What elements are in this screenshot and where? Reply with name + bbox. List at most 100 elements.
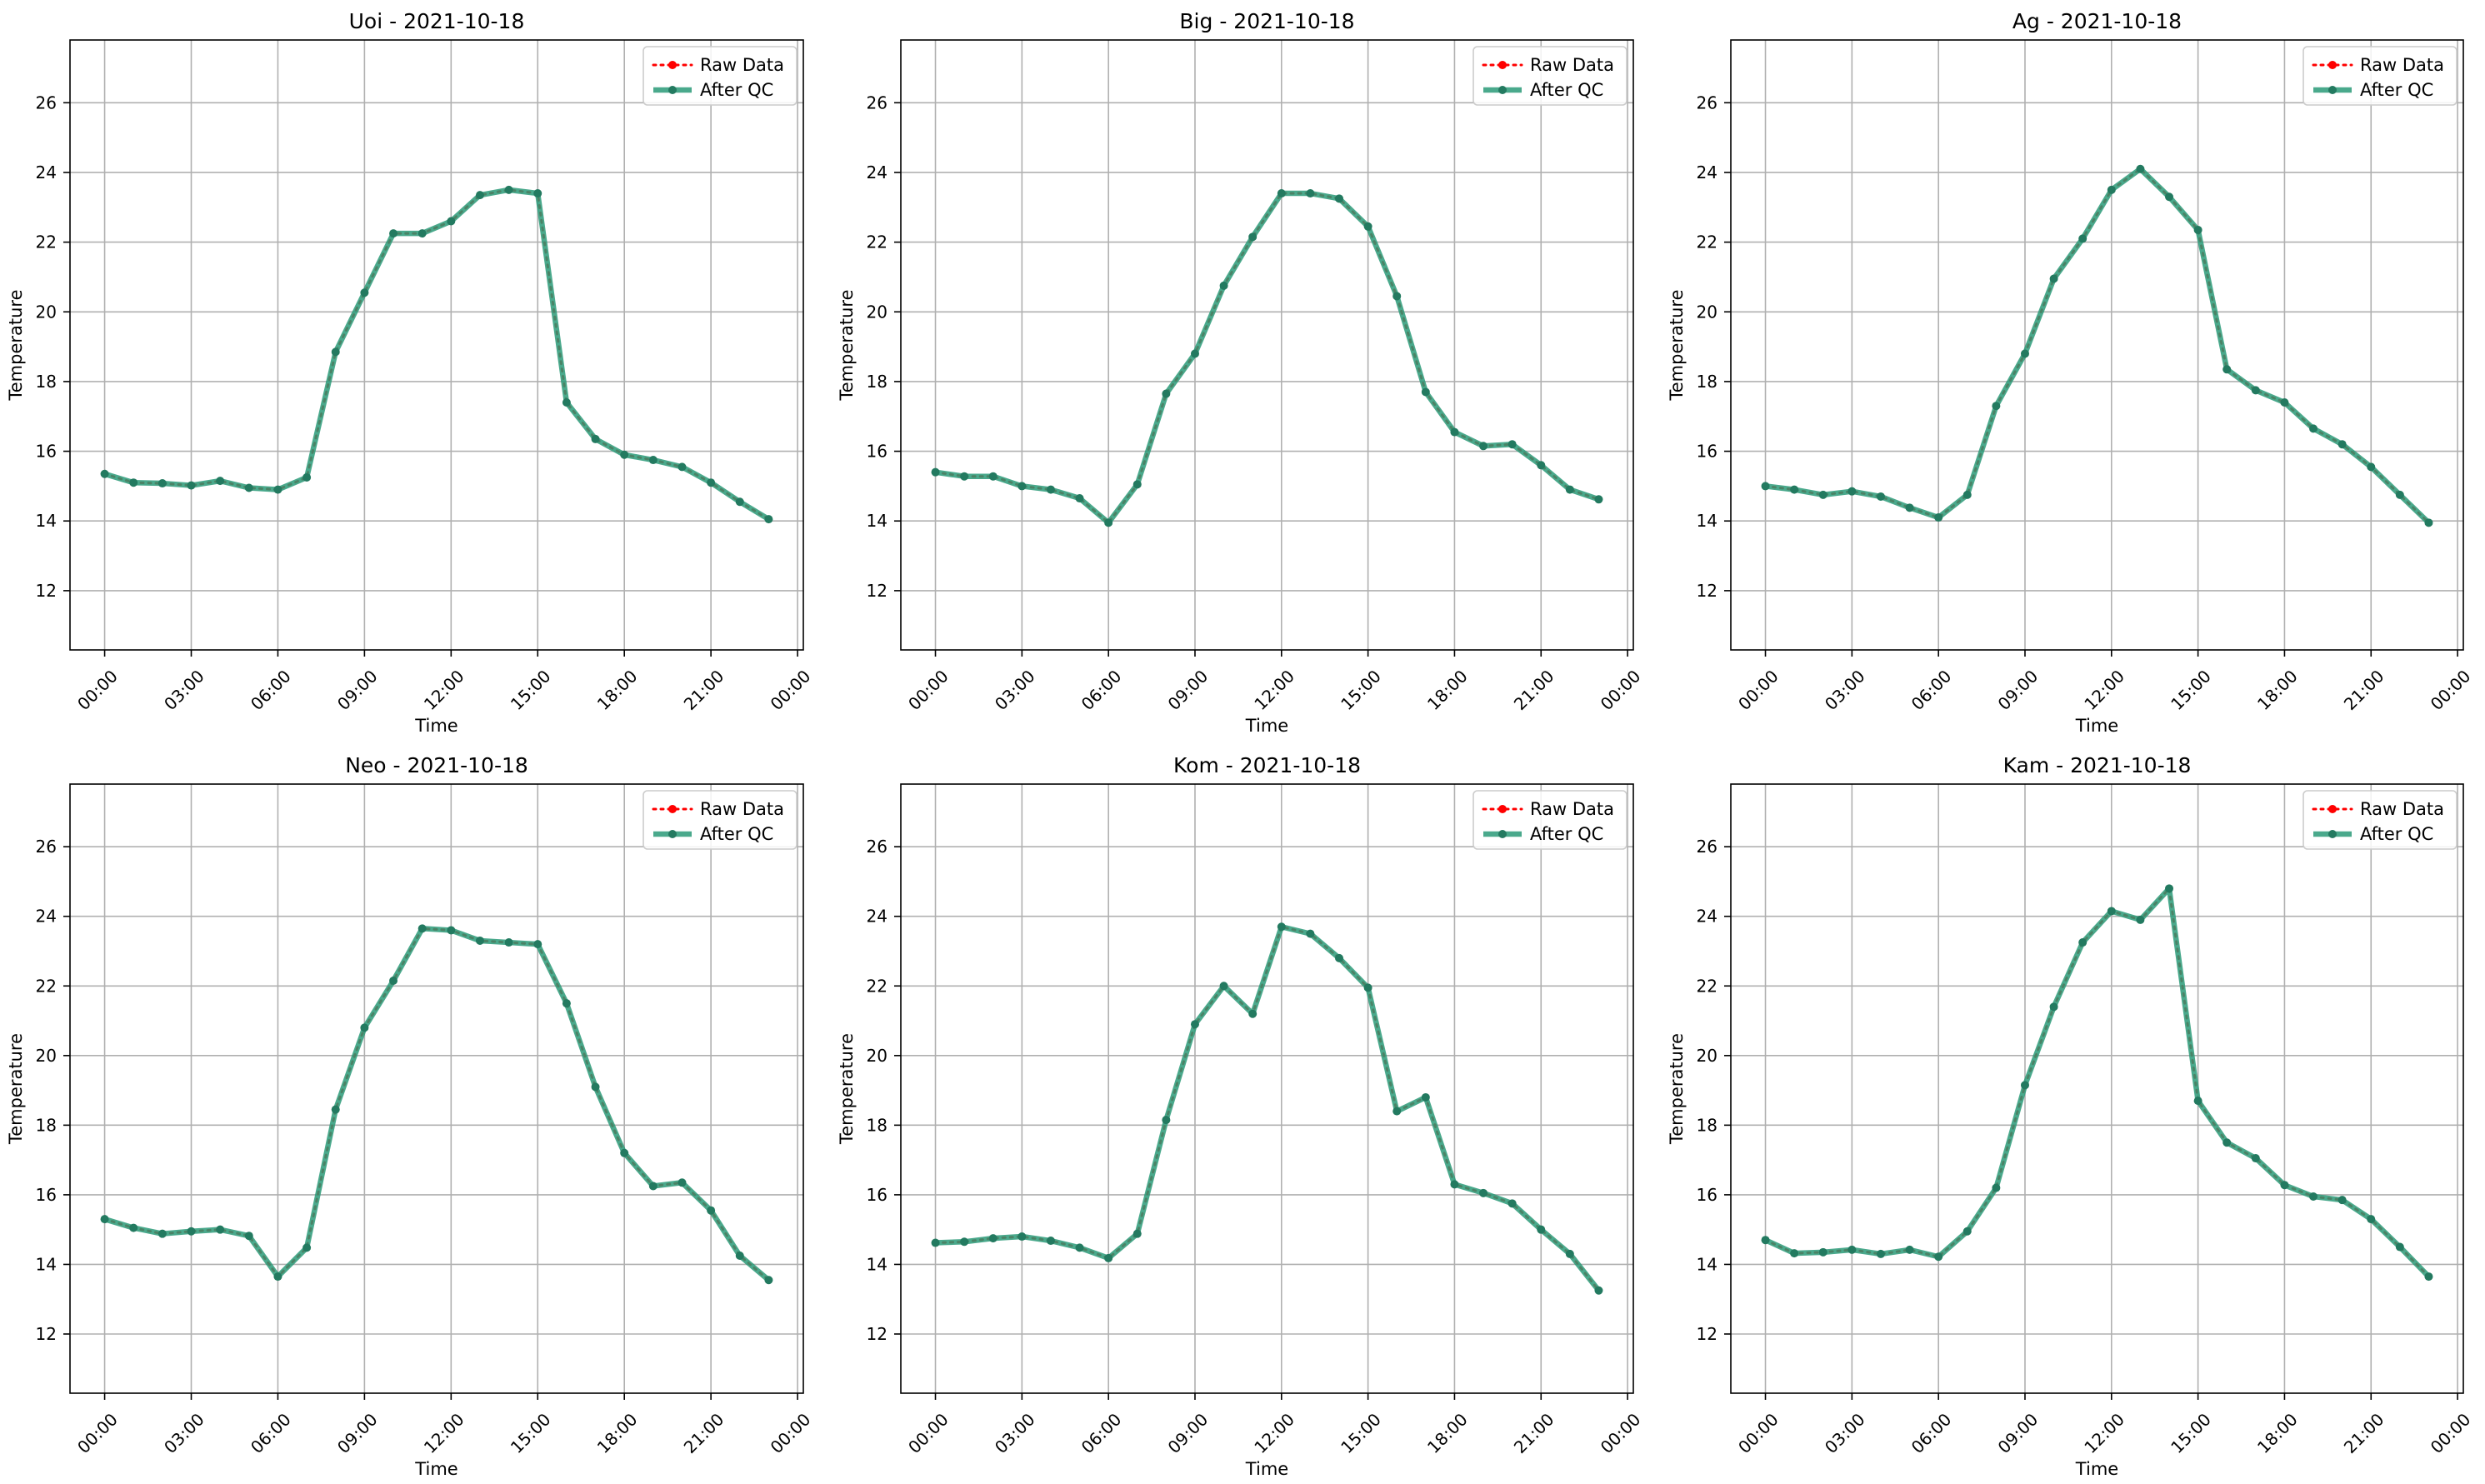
y-tick-label: 18	[1697, 372, 1718, 392]
after-qc-point	[1790, 485, 1799, 494]
after-qc-point	[648, 1182, 658, 1191]
x-tick-label: 00:00	[1597, 1409, 1645, 1457]
after-qc-point	[1306, 929, 1315, 938]
y-tick-label: 14	[36, 511, 57, 531]
legend-qc-label: After QC	[2360, 824, 2433, 844]
y-tick-label: 14	[1697, 511, 1718, 531]
y-tick-label: 24	[36, 907, 57, 927]
after-qc-point	[1219, 982, 1228, 991]
after-qc-point	[620, 1148, 629, 1157]
legend-raw-label: Raw Data	[700, 799, 784, 819]
legend-qc-marker	[2328, 86, 2337, 94]
y-tick-label: 12	[1697, 581, 1718, 601]
after-qc-point	[1761, 482, 1770, 491]
after-qc-point	[2338, 1196, 2347, 1205]
x-tick-label: 06:00	[247, 666, 295, 714]
plot-frame	[1730, 783, 2464, 1394]
legend: Raw Data After QC	[642, 790, 798, 850]
y-tick-label: 24	[867, 907, 888, 927]
after-qc-point	[2165, 884, 2174, 893]
after-qc-point	[1905, 1245, 1914, 1254]
after-qc-point	[1363, 983, 1372, 992]
after-qc-point	[1248, 1009, 1258, 1018]
x-tick-label: 00:00	[2427, 666, 2475, 714]
x-tick-label: 06:00	[1908, 1409, 1956, 1457]
after-qc-point	[1075, 1243, 1084, 1252]
after-qc-point	[129, 478, 138, 487]
x-tick-label: 09:00	[333, 666, 382, 714]
after-qc-point	[1132, 1229, 1142, 1238]
x-tick-label: 15:00	[2167, 666, 2215, 714]
after-qc-point	[389, 229, 398, 238]
after-qc-point	[2193, 1097, 2202, 1106]
after-qc-point	[1818, 1247, 1828, 1257]
y-tick-label: 12	[867, 581, 888, 601]
after-qc-point	[2395, 490, 2404, 499]
after-qc-line	[103, 926, 771, 1282]
x-tick-label: 00:00	[1597, 666, 1645, 714]
after-qc-line	[1765, 166, 2431, 525]
after-qc-point	[1190, 1020, 1199, 1029]
after-qc-point	[158, 479, 167, 488]
after-qc-point	[1306, 189, 1315, 198]
y-tick-label: 12	[36, 1324, 57, 1344]
after-qc-point	[1905, 503, 1914, 512]
after-qc-point	[1565, 485, 1574, 494]
y-tick-label: 22	[36, 976, 57, 996]
after-qc-point	[302, 1243, 312, 1252]
after-qc-point	[2193, 225, 2202, 234]
after-qc-point	[2107, 907, 2116, 916]
x-tick-label: 00:00	[73, 666, 122, 714]
y-tick-label: 24	[867, 162, 888, 182]
y-tick-label: 12	[867, 1324, 888, 1344]
legend-qc-label: After QC	[700, 824, 773, 844]
after-qc-point	[1018, 1232, 1027, 1242]
legend-raw-label: Raw Data	[2360, 799, 2444, 819]
x-tick-label: 21:00	[2340, 1409, 2388, 1457]
y-tick-label: 14	[867, 1254, 888, 1274]
after-qc-point	[1876, 492, 1885, 501]
y-tick-label: 26	[36, 92, 57, 112]
after-qc-point	[1934, 513, 1943, 522]
after-qc-point	[2280, 1181, 2289, 1190]
after-qc-point	[1392, 1107, 1402, 1116]
legend-raw-marker	[668, 61, 677, 69]
legend-raw-marker	[2328, 805, 2337, 813]
x-tick-label: 03:00	[991, 666, 1039, 714]
y-tick-label: 18	[867, 372, 888, 392]
after-qc-point	[1392, 292, 1402, 301]
after-qc-point	[2136, 915, 2145, 924]
plot-area	[901, 40, 1633, 650]
y-axis-label: Temperature	[837, 289, 857, 401]
after-qc-point	[960, 1237, 969, 1247]
after-qc-point	[2222, 1138, 2232, 1147]
after-qc-point	[1818, 490, 1828, 499]
y-tick-label: 16	[867, 1185, 888, 1205]
y-tick-label: 20	[36, 1046, 57, 1066]
chart-panel-2: 00:00 03:00 06:00 09:00 12:00 15:00 18:00 21:00…	[1667, 9, 2474, 736]
after-qc-point	[2222, 365, 2232, 374]
x-tick-label: 15:00	[1337, 1409, 1385, 1457]
after-qc-point	[1132, 480, 1142, 489]
x-tick-label: 03:00	[1821, 1409, 1869, 1457]
after-qc-point	[216, 477, 225, 486]
x-tick-label: 00:00	[904, 1409, 952, 1457]
after-qc-point	[764, 515, 773, 524]
after-qc-point	[447, 217, 456, 226]
after-qc-point	[2107, 185, 2116, 194]
after-qc-point	[1848, 487, 1857, 496]
x-tick-label: 09:00	[1164, 1409, 1212, 1457]
after-qc-point	[562, 999, 571, 1008]
plot-frame	[69, 783, 804, 1394]
y-tick-label: 22	[1697, 232, 1718, 252]
chart-panel-1: 00:00 03:00 06:00 09:00 12:00 15:00 18:00 21:00…	[837, 9, 1644, 736]
after-qc-point	[1479, 1188, 1488, 1197]
x-tick-label: 09:00	[1164, 666, 1212, 714]
after-qc-point	[2136, 164, 2145, 173]
after-qc-point	[475, 191, 484, 200]
x-tick-label: 00:00	[904, 666, 952, 714]
after-qc-point	[447, 926, 456, 935]
after-qc-point	[678, 1178, 687, 1187]
after-qc-point	[735, 1252, 744, 1261]
